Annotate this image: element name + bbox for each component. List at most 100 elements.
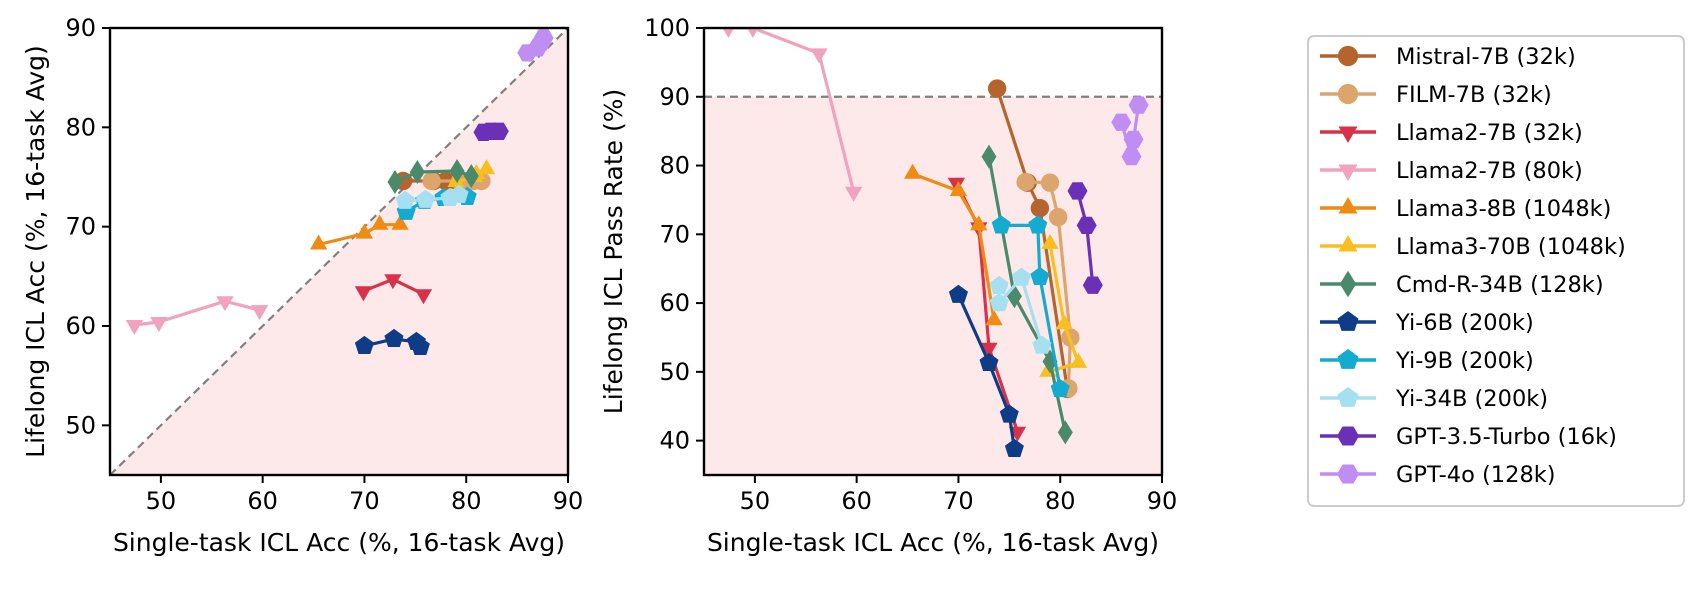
series-yi-6b-200k — [354, 328, 430, 355]
data-point — [1121, 147, 1142, 166]
legend-label: Llama3-8B (1048k) — [1396, 196, 1611, 222]
data-point — [410, 336, 430, 355]
series-gpt-3-5-turbo-16k — [473, 122, 509, 141]
data-point — [979, 352, 999, 371]
legend-label: Yi-9B (200k) — [1395, 348, 1534, 374]
legend-swatch-marker — [1337, 464, 1359, 484]
legend-swatch-marker — [1337, 426, 1359, 446]
series-llama2-7b-32k — [354, 274, 433, 305]
legend-swatch-marker — [1337, 311, 1359, 331]
data-point — [1012, 267, 1032, 286]
data-point — [1069, 352, 1088, 368]
x-axis-label: Single-task ICL Acc (%, 16-task Avg) — [113, 528, 565, 557]
data-point — [989, 275, 1009, 294]
data-point — [987, 79, 1007, 98]
y-axis-label: Lifelong ICL Pass Rate (%) — [599, 89, 628, 414]
series-llama2-7b-80k — [722, 28, 863, 202]
data-point — [384, 274, 402, 290]
plot-frame — [108, 26, 570, 477]
data-point — [354, 286, 373, 302]
x-tick-label: 80 — [451, 487, 482, 515]
legend-entry-yi-6b-200k: Yi-6B (200k) — [1320, 310, 1534, 336]
x-tick-label: 70 — [943, 487, 974, 515]
data-point — [904, 163, 922, 179]
legend-swatch-marker — [1337, 349, 1359, 369]
legend-swatch-marker — [1338, 164, 1358, 181]
data-point — [1028, 215, 1048, 234]
data-point — [310, 234, 328, 250]
data-point — [449, 159, 465, 184]
legend-label: Cmd-R-34B (128k) — [1396, 272, 1604, 298]
x-tick-label: 70 — [349, 487, 380, 515]
data-point — [1016, 172, 1035, 192]
legend-entry-llama3-70b-1048k: Llama3-70B (1048k) — [1320, 234, 1626, 260]
series-line — [134, 299, 260, 327]
data-point — [416, 189, 435, 208]
data-point — [722, 28, 735, 38]
legend-swatch-marker — [1339, 270, 1357, 298]
data-point — [989, 293, 1009, 312]
x-tick-label: 90 — [1147, 487, 1178, 515]
legend-label: GPT-4o (128k) — [1396, 462, 1556, 488]
series-group — [722, 28, 1149, 457]
data-point — [251, 305, 269, 321]
y-tick-label: 80 — [65, 113, 96, 141]
data-point — [1041, 233, 1059, 249]
series-line — [995, 88, 1069, 390]
data-point — [810, 48, 828, 64]
data-point — [354, 335, 374, 354]
y-tick-label: 90 — [659, 83, 690, 111]
x-tick-label: 90 — [553, 487, 584, 515]
legend-entry-llama3-8b-1048k: Llama3-8B (1048k) — [1320, 196, 1611, 222]
x-tick-label: 50 — [146, 487, 177, 515]
data-point — [488, 122, 509, 140]
series-yi-9b-200k — [991, 215, 1070, 398]
legend-label: Yi-34B (200k) — [1395, 386, 1548, 412]
data-point — [1004, 438, 1024, 457]
series-llama3-70b-1048k — [1039, 233, 1088, 377]
series-gpt-4o-128k — [1111, 96, 1149, 166]
x-axis-label: Single-task ICL Acc (%, 16-task Avg) — [707, 528, 1159, 557]
series-line — [956, 294, 1016, 450]
y-axis-label: Lifelong ICL Acc (%, 16-task Avg) — [21, 45, 50, 458]
series-line — [728, 28, 856, 193]
data-point — [747, 28, 759, 38]
data-point — [477, 159, 496, 175]
legend-swatch-marker — [1338, 197, 1358, 214]
data-point — [948, 284, 968, 303]
y-tick-label: 50 — [65, 411, 96, 439]
x-tick-label: 80 — [1045, 487, 1076, 515]
data-point — [371, 214, 389, 230]
series-llama3-8b-1048k — [310, 214, 409, 250]
data-point — [150, 317, 168, 332]
x-tick-label: 50 — [740, 487, 771, 515]
y-tick-label: 90 — [65, 14, 96, 42]
data-point — [1128, 96, 1149, 114]
data-point — [1111, 113, 1132, 131]
legend-entry-yi-34b-200k: Yi-34B (200k) — [1320, 386, 1548, 412]
legend-swatch-marker — [1337, 45, 1359, 67]
right-panel: 50 60 70 80 90 40 50 60 70 80 90 100 Single-task ICL… — [599, 14, 1177, 557]
legend-swatch-marker — [1338, 126, 1358, 143]
y-tick-label: 80 — [659, 152, 690, 180]
series-cmd-r-34b-128k — [387, 159, 479, 194]
data-point — [1030, 266, 1050, 285]
legend-label: Llama3-70B (1048k) — [1396, 234, 1626, 260]
legend-entry-mistral-7b-32k: Mistral-7B (32k) — [1320, 44, 1576, 70]
data-point — [463, 164, 479, 189]
data-point — [449, 184, 469, 203]
legend-frame — [1307, 35, 1685, 507]
series-line — [394, 169, 472, 184]
data-point — [409, 160, 425, 185]
y-tick-label: 70 — [659, 220, 690, 248]
legend-label: FILM-7B (32k) — [1396, 82, 1552, 108]
y-tick-label: 100 — [644, 14, 690, 42]
data-point — [1048, 207, 1068, 227]
y-tick-label: 70 — [65, 213, 96, 241]
legend-label: GPT-3.5-Turbo (16k) — [1396, 424, 1617, 450]
series-gpt-3-5-turbo-16k — [1067, 182, 1103, 294]
legend-label: Yi-6B (200k) — [1395, 310, 1534, 336]
legend-items: Mistral-7B (32k) FILM-7B (32k) Llama2-7B (… — [1320, 44, 1626, 488]
y-tick-label: 60 — [65, 312, 96, 340]
